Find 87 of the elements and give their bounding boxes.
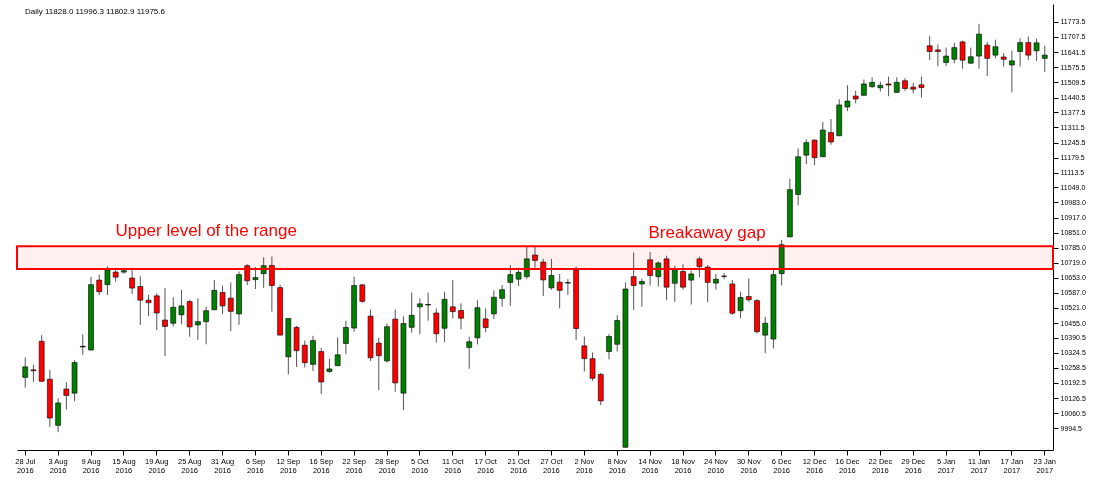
candlestick	[935, 43, 941, 67]
candlestick	[959, 40, 966, 70]
candlestick	[293, 325, 300, 368]
candlestick	[211, 279, 218, 311]
candlestick	[252, 266, 259, 290]
candlestick	[589, 351, 596, 382]
candlestick	[195, 297, 201, 341]
candlestick	[696, 256, 703, 278]
candlestick	[1041, 45, 1048, 73]
candlestick	[532, 246, 538, 269]
candlestick	[334, 336, 341, 367]
candlestick	[976, 23, 982, 70]
candlestick	[507, 264, 514, 307]
candlestick	[869, 76, 875, 89]
candlestick	[466, 336, 473, 370]
candlestick	[343, 320, 349, 355]
candlestick	[926, 35, 933, 61]
candlestick	[145, 294, 152, 317]
candlestick	[606, 333, 612, 360]
candlestick	[178, 289, 185, 325]
candlestick	[548, 258, 555, 291]
candlestick	[310, 335, 316, 372]
candlestick	[951, 42, 958, 64]
candlestick	[630, 251, 637, 311]
candlestick	[375, 337, 382, 391]
candlestick	[449, 279, 456, 319]
candlestick	[523, 246, 530, 280]
candlestick	[639, 278, 645, 308]
candlestick	[680, 263, 686, 291]
candlestick	[408, 291, 415, 334]
band-label: Upper level of the range	[115, 221, 297, 241]
candlestick	[244, 263, 251, 286]
candlestick	[992, 39, 999, 59]
candlestick	[55, 397, 61, 433]
candlestick	[918, 76, 925, 99]
candlestick	[844, 84, 851, 112]
candlestick	[1025, 35, 1032, 61]
annotation: Breakaway gap	[648, 222, 766, 242]
candlestick	[491, 289, 497, 320]
candlestick	[515, 267, 522, 287]
candlestick	[614, 314, 621, 353]
candlestick	[482, 307, 489, 333]
candlestick	[581, 336, 588, 372]
candlestick	[499, 284, 505, 308]
candlestick	[565, 278, 571, 296]
candlestick	[22, 357, 29, 389]
candlestick	[688, 270, 695, 306]
candlestick	[721, 272, 727, 280]
candlestick	[63, 381, 70, 411]
candlestick	[671, 265, 678, 303]
annotation: Daily 11828.0 11996.3 11802.9 11975.6	[25, 7, 166, 16]
candlestick	[269, 256, 275, 313]
candlestick	[104, 265, 111, 296]
candlestick	[828, 118, 834, 146]
candlestick	[219, 285, 226, 315]
candlestick	[96, 274, 103, 296]
candlestick	[153, 292, 160, 331]
candlestick	[885, 76, 892, 97]
candlestick	[1033, 38, 1040, 62]
candlestick	[458, 302, 464, 330]
candlestick	[745, 278, 752, 303]
candlestick	[737, 291, 744, 319]
candlestick	[704, 264, 711, 303]
candlestick	[425, 292, 431, 322]
candlestick	[1017, 37, 1023, 68]
candlestick	[647, 251, 653, 287]
candlestick	[811, 138, 818, 166]
candlestick	[162, 287, 168, 357]
candlestick	[79, 333, 86, 356]
candlestick	[129, 267, 135, 295]
candlestick	[417, 297, 423, 335]
candlestick	[803, 138, 810, 165]
candlestick	[170, 296, 177, 327]
candlestick	[1009, 50, 1015, 93]
candlestick	[227, 281, 234, 332]
candlestick	[762, 316, 769, 354]
candlestick	[713, 273, 719, 291]
candlestick	[203, 306, 209, 345]
candlestick	[655, 260, 662, 287]
candlestick	[137, 275, 144, 326]
candlestick	[301, 340, 308, 369]
candlestick	[260, 256, 267, 289]
candlestick	[984, 41, 991, 77]
candlestick	[433, 307, 440, 344]
candlestick	[943, 47, 949, 67]
candlestick	[540, 258, 547, 297]
candlestick	[556, 273, 563, 309]
